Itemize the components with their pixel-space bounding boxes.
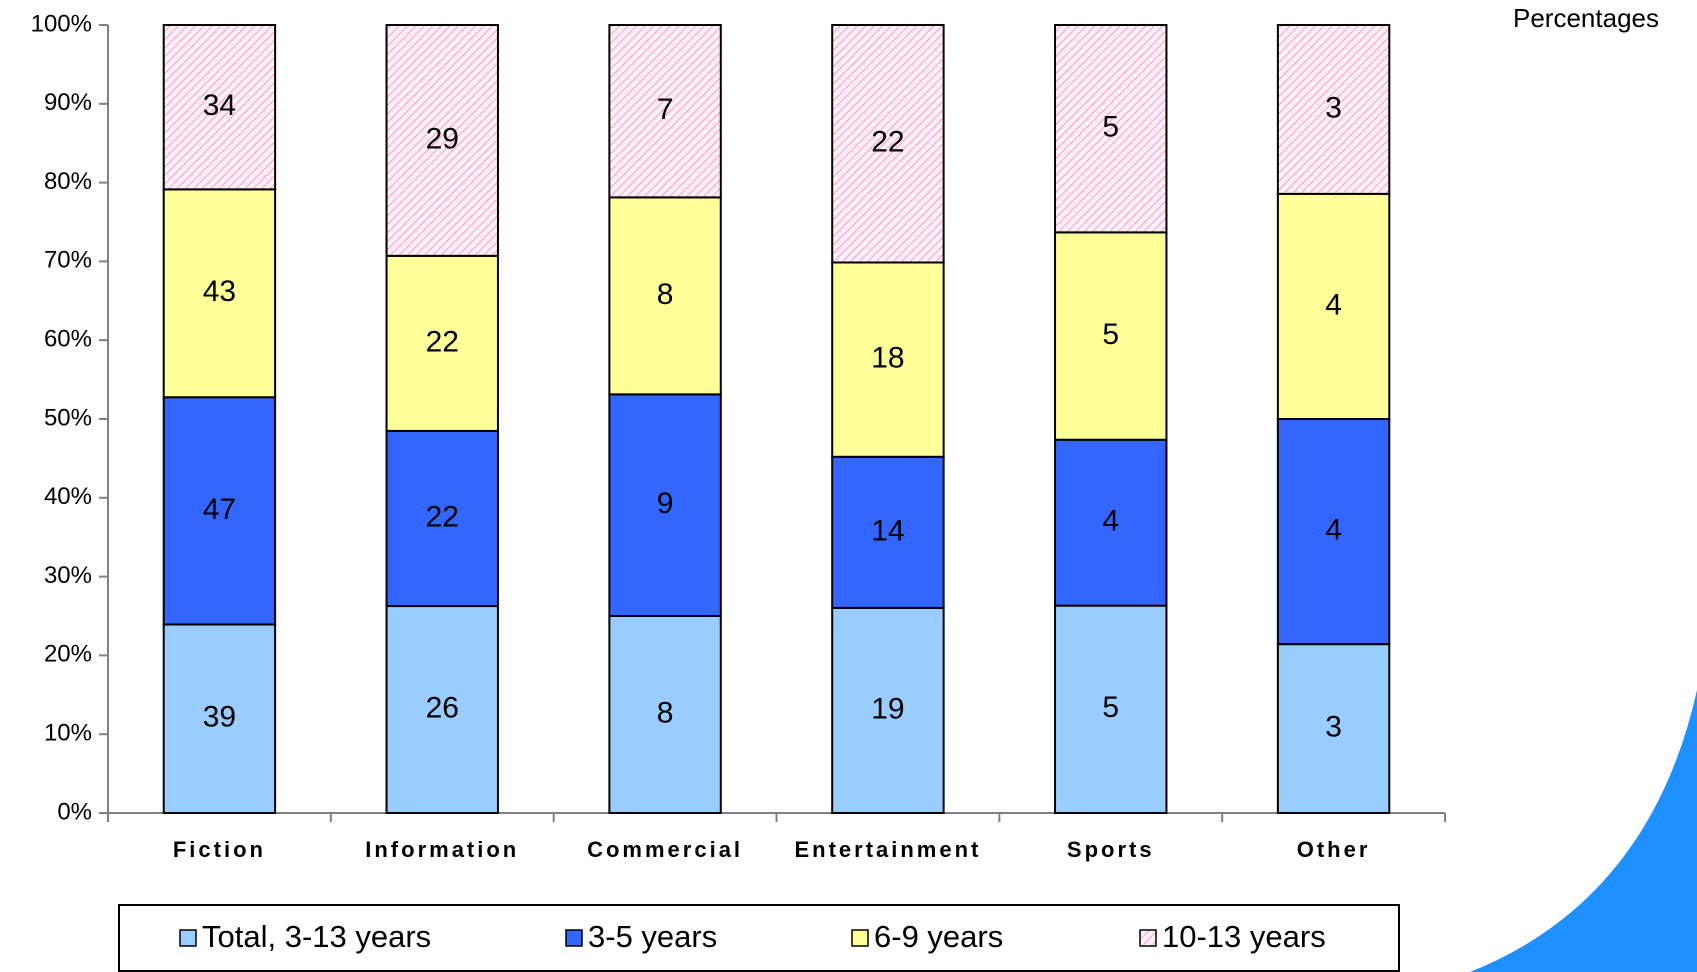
y-tick-label: 80% <box>44 168 92 195</box>
y-tick-label: 70% <box>44 247 92 274</box>
value-label: 26 <box>426 691 459 724</box>
legend-swatch <box>852 930 868 946</box>
value-label: 39 <box>203 701 236 734</box>
x-tick-label: Fiction <box>173 837 266 862</box>
y-tick-label: 60% <box>44 326 92 353</box>
x-tick-label: Other <box>1297 837 1371 862</box>
y-tick-label: 90% <box>44 89 92 116</box>
chart-subtitle: Percentages <box>1513 3 1659 33</box>
y-tick-label: 0% <box>57 798 92 825</box>
value-label: 22 <box>426 500 459 533</box>
legend-label: Total, 3-13 years <box>202 919 431 954</box>
value-label: 14 <box>871 514 904 547</box>
y-tick-label: 40% <box>44 483 92 510</box>
value-label: 9 <box>657 487 674 520</box>
value-label: 7 <box>657 93 674 126</box>
value-label: 19 <box>871 692 904 725</box>
value-label: 47 <box>203 493 236 526</box>
value-label: 3 <box>1325 710 1342 743</box>
value-label: 3 <box>1325 91 1342 124</box>
value-label: 8 <box>657 278 674 311</box>
x-tick-label: Entertainment <box>794 837 981 862</box>
value-label: 5 <box>1102 318 1119 351</box>
legend-swatch <box>180 930 196 946</box>
y-tick-label: 50% <box>44 404 92 431</box>
decorative-swoosh <box>1470 690 1697 972</box>
y-tick-label: 20% <box>44 641 92 668</box>
x-tick-label: Information <box>365 837 519 862</box>
value-label: 29 <box>426 122 459 155</box>
legend-swatch <box>1140 930 1156 946</box>
y-tick-label: 10% <box>44 720 92 747</box>
y-tick-label: 100% <box>31 10 92 37</box>
value-label: 5 <box>1102 691 1119 724</box>
legend-label: 3-5 years <box>588 919 717 954</box>
chart: Percentages 0% 10% 20% 30% 40% 50% 60% 70% 80% 90… <box>0 0 1697 972</box>
page: {"chart_data": { "type": "stacked_percen… <box>0 0 1697 972</box>
x-tick-label: Sports <box>1067 837 1155 862</box>
value-label: 4 <box>1102 505 1119 538</box>
y-tick-label: 30% <box>44 562 92 589</box>
value-label: 34 <box>203 89 236 122</box>
value-label: 4 <box>1325 288 1342 321</box>
legend-label: 10-13 years <box>1162 919 1326 954</box>
x-tick-label: Commercial <box>587 837 743 862</box>
value-label: 22 <box>426 325 459 358</box>
value-label: 4 <box>1325 513 1342 546</box>
value-label: 22 <box>871 126 904 159</box>
legend-label: 6-9 years <box>874 919 1003 954</box>
legend-swatch <box>566 930 582 946</box>
value-label: 43 <box>203 275 236 308</box>
value-label: 8 <box>657 696 674 729</box>
value-label: 18 <box>871 342 904 375</box>
value-label: 5 <box>1102 111 1119 144</box>
